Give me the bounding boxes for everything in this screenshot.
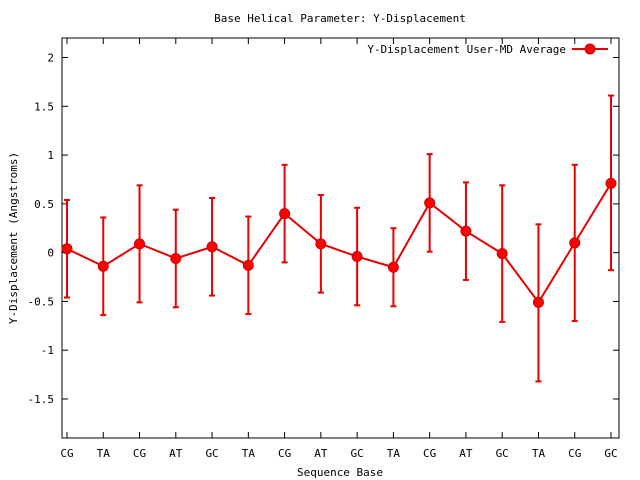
data-point: [242, 259, 254, 271]
chart-title: Base Helical Parameter: Y-Displacement: [214, 12, 466, 25]
x-tick-label: AT: [169, 447, 183, 460]
x-tick-label: AT: [314, 447, 328, 460]
data-point: [569, 237, 581, 249]
x-tick-label: GC: [604, 447, 617, 460]
data-points: [61, 177, 617, 308]
y-tick-label: 0.5: [34, 198, 54, 211]
error-bars: [64, 94, 614, 383]
data-point: [315, 238, 327, 250]
legend-marker: [584, 43, 596, 55]
x-tick-label: CG: [278, 447, 291, 460]
data-point: [170, 252, 182, 264]
x-tick-label: TA: [97, 447, 111, 460]
x-axis: CG TA CG AT GC TA CG AT GC TA CG AT GC TA CG GC: [60, 38, 618, 460]
y-tick-label: 2: [47, 52, 54, 65]
legend-label: Y-Displacement User-MD Average: [367, 43, 566, 56]
x-tick-label: GC: [205, 447, 218, 460]
data-point: [61, 243, 73, 255]
x-tick-label: CG: [133, 447, 146, 460]
plot-frame: [61, 37, 620, 439]
data-point: [424, 197, 436, 209]
x-tick-label: GC: [351, 447, 364, 460]
data-point: [460, 225, 472, 237]
x-axis-label: Sequence Base: [297, 466, 383, 479]
data-point: [134, 238, 146, 250]
x-tick-label: GC: [496, 447, 509, 460]
x-tick-label: TA: [387, 447, 401, 460]
y-tick-label: -1.5: [28, 393, 55, 406]
data-point: [97, 260, 109, 272]
data-point: [605, 177, 617, 189]
data-point: [532, 296, 544, 308]
y-tick-label: -1: [41, 344, 54, 357]
x-tick-label: TA: [242, 447, 256, 460]
y-tick-label: 1.5: [34, 100, 54, 113]
data-point: [351, 251, 363, 263]
x-tick-label: CG: [568, 447, 581, 460]
data-point: [279, 208, 291, 220]
data-point: [206, 241, 218, 253]
data-point: [387, 261, 399, 273]
x-tick-label: AT: [459, 447, 473, 460]
x-tick-label: CG: [60, 447, 73, 460]
y-axis: -1.5 -1 -0.5 0 0.5 1 1.5 2: [28, 52, 619, 406]
x-tick-label: CG: [423, 447, 436, 460]
y-tick-label: 1: [47, 149, 54, 162]
series-line: [66, 182, 612, 305]
y-tick-label: 0: [47, 247, 54, 260]
legend: Y-Displacement User-MD Average: [367, 43, 608, 56]
data-point: [496, 248, 508, 260]
y-tick-label: -0.5: [28, 295, 55, 308]
y-axis-label: Y-Displacement (Angstroms): [7, 152, 20, 324]
x-tick-label: TA: [532, 447, 546, 460]
